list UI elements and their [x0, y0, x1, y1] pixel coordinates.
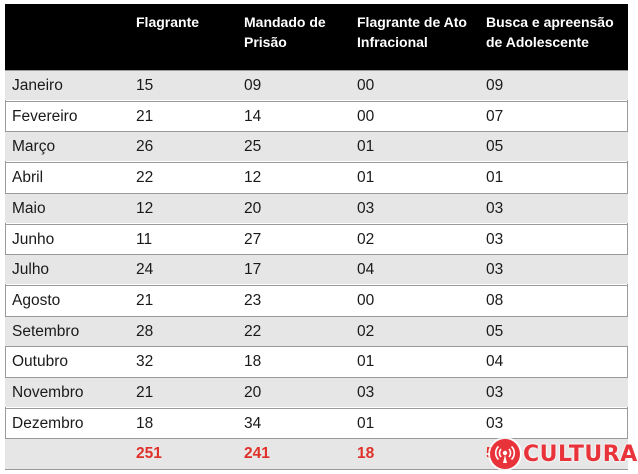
header-flagrante-ato-infracional: Flagrante de Ato Infracional [357, 14, 467, 50]
cultura-watermark: CULTURA [490, 437, 638, 471]
cell-flagrante-ato-infracional: 00 [357, 107, 375, 125]
cell-flagrante-ato-infracional: 03 [357, 384, 375, 401]
watermark-text: CULTURA [523, 441, 638, 467]
total-flagrante-ato-infracional: 18 [357, 445, 375, 463]
cell-flagrante: 18 [136, 414, 154, 432]
cell-mandado-de-prisao: 12 [244, 169, 262, 187]
cell-mandado-de-prisao: 27 [244, 230, 262, 248]
cell-month: Agosto [12, 291, 61, 309]
cell-month: Novembro [12, 384, 84, 401]
table-row: Julho 24 17 04 03 [5, 254, 628, 285]
cell-flagrante-ato-infracional: 02 [357, 322, 375, 340]
cell-flagrante-ato-infracional: 04 [357, 261, 375, 279]
cell-busca-apreensao: 05 [486, 322, 504, 340]
cell-month: Dezembro [12, 414, 84, 432]
table-row: Janeiro 15 09 00 09 [5, 70, 628, 100]
table-row: Março 26 25 01 05 [5, 131, 628, 162]
cell-flagrante: 32 [136, 353, 154, 371]
cell-mandado-de-prisao: 34 [244, 414, 262, 432]
table-row: Agosto 21 23 00 08 [5, 284, 628, 315]
cell-mandado-de-prisao: 25 [244, 138, 262, 156]
cell-busca-apreensao: 04 [486, 353, 504, 371]
cell-busca-apreensao: 03 [486, 230, 504, 248]
cell-month: Maio [12, 199, 46, 217]
cell-flagrante-ato-infracional: 02 [357, 230, 375, 248]
cell-flagrante-ato-infracional: 00 [357, 77, 375, 94]
cell-busca-apreensao: 03 [486, 261, 504, 279]
cell-mandado-de-prisao: 20 [244, 199, 262, 217]
cell-mandado-de-prisao: 20 [244, 384, 262, 401]
cell-mandado-de-prisao: 23 [244, 291, 262, 309]
table-row: Setembro 28 22 02 05 [5, 315, 628, 346]
cell-busca-apreensao: 08 [486, 291, 504, 309]
cell-busca-apreensao: 03 [486, 414, 504, 432]
cell-month: Março [12, 138, 56, 156]
table-row: Outubro 32 18 01 04 [5, 346, 628, 376]
cell-flagrante: 28 [136, 322, 154, 340]
cell-month: Junho [12, 230, 55, 248]
header-busca-apreensao-adolescente: Busca e apreensão de Adolescente [486, 14, 614, 50]
cell-mandado-de-prisao: 17 [244, 261, 262, 279]
cell-busca-apreensao: 01 [486, 169, 504, 187]
cell-month: Julho [12, 261, 50, 279]
cell-flagrante: 11 [136, 230, 153, 248]
cell-mandado-de-prisao: 18 [244, 353, 262, 371]
header-mandado-de-prisao: Mandado de Prisão [244, 14, 326, 50]
total-mandado-de-prisao: 241 [244, 445, 270, 463]
cell-busca-apreensao: 03 [486, 199, 504, 217]
cell-flagrante: 15 [136, 77, 154, 94]
cell-flagrante: 26 [136, 138, 154, 156]
total-flagrante: 251 [136, 445, 162, 463]
cell-flagrante-ato-infracional: 00 [357, 291, 375, 309]
header-flagrante: Flagrante [136, 14, 200, 30]
cell-mandado-de-prisao: 22 [244, 322, 262, 340]
cell-busca-apreensao: 05 [486, 138, 504, 156]
cell-busca-apreensao: 07 [486, 107, 504, 125]
table-row: Maio 12 20 03 03 [5, 192, 628, 223]
cell-flagrante: 21 [136, 107, 154, 125]
radio-broadcast-icon [490, 439, 520, 469]
cell-flagrante: 21 [136, 384, 154, 401]
cell-flagrante: 24 [136, 261, 154, 279]
table-row: Fevereiro 21 14 00 07 [5, 100, 628, 131]
table-row: Abril 22 12 01 01 [5, 162, 628, 192]
cell-month: Fevereiro [12, 107, 78, 125]
cell-flagrante: 21 [136, 291, 154, 309]
cell-flagrante-ato-infracional: 03 [357, 199, 375, 217]
cell-flagrante-ato-infracional: 01 [357, 353, 375, 371]
cell-flagrante-ato-infracional: 01 [357, 414, 375, 432]
cell-flagrante: 22 [136, 169, 154, 187]
cell-flagrante-ato-infracional: 01 [357, 138, 375, 156]
table-row: Junho 11 27 02 03 [5, 223, 628, 254]
cell-mandado-de-prisao: 09 [244, 77, 262, 94]
cell-busca-apreensao: 09 [486, 77, 504, 94]
cell-month: Setembro [12, 322, 80, 340]
table-row: Dezembro 18 34 01 03 [5, 407, 628, 438]
cell-busca-apreensao: 03 [486, 384, 504, 401]
cell-month: Janeiro [12, 77, 63, 94]
cell-mandado-de-prisao: 14 [244, 107, 262, 125]
table-total-row: 2512411854 [5, 438, 628, 471]
table-header: Flagrante Mandado de Prisão Flagrante de… [5, 4, 628, 70]
cell-month: Outubro [12, 353, 69, 371]
table-row: Novembro 21 20 03 03 [5, 377, 628, 407]
cell-flagrante-ato-infracional: 01 [357, 169, 375, 187]
cell-flagrante: 12 [136, 199, 154, 217]
cell-month: Abril [12, 169, 44, 187]
